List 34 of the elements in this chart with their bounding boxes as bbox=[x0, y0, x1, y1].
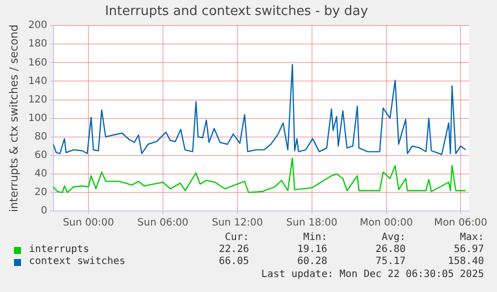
x-tick-label: Sun 18:00 bbox=[286, 218, 338, 229]
text: 26.80 bbox=[374, 244, 406, 256]
y-tick-label: 120 bbox=[28, 94, 48, 106]
y-tick-label: 160 bbox=[28, 57, 48, 68]
text: 66.05 bbox=[218, 256, 249, 268]
y-tick-label: 40 bbox=[34, 168, 48, 180]
text: 158.40 bbox=[446, 256, 484, 268]
legend-label: interrupts bbox=[28, 244, 90, 256]
y-tick-label: 100 bbox=[28, 112, 48, 124]
text: 60.28 bbox=[296, 256, 328, 268]
x-tick-label: Mon 06:00 bbox=[434, 218, 488, 229]
x-tick-label: Mon 00:00 bbox=[360, 218, 413, 229]
y-tick-label: 0 bbox=[40, 206, 48, 217]
text: Cur: bbox=[224, 232, 249, 244]
y-axis-title: interrupts & ctx switches / second bbox=[7, 24, 20, 212]
text: Max: bbox=[458, 232, 484, 244]
chart-title: Interrupts and context switches - by day bbox=[104, 4, 368, 20]
y-tick-label: 60 bbox=[34, 150, 48, 161]
y-tick-label: 200 bbox=[28, 20, 48, 32]
text: Last update: Mon Dec 22 06:30:05 2025 bbox=[260, 269, 484, 280]
text: 22.26 bbox=[218, 244, 249, 256]
text: 19.16 bbox=[296, 244, 328, 256]
y-tick-label: 20 bbox=[34, 187, 48, 198]
y-tick-label: 80 bbox=[34, 131, 48, 142]
text: 75.17 bbox=[374, 256, 406, 268]
x-tick-label: Sun 06:00 bbox=[137, 218, 188, 229]
x-tick-label: Sun 12:00 bbox=[212, 218, 263, 229]
legend-label: context switches bbox=[28, 256, 126, 268]
text: Min: bbox=[302, 232, 328, 244]
text: 56.97 bbox=[452, 244, 484, 256]
y-tick-label: 140 bbox=[28, 76, 48, 87]
text: Avg: bbox=[380, 232, 406, 244]
y-tick-label: 180 bbox=[28, 38, 48, 50]
x-tick-label: Sun 00:00 bbox=[62, 218, 114, 229]
